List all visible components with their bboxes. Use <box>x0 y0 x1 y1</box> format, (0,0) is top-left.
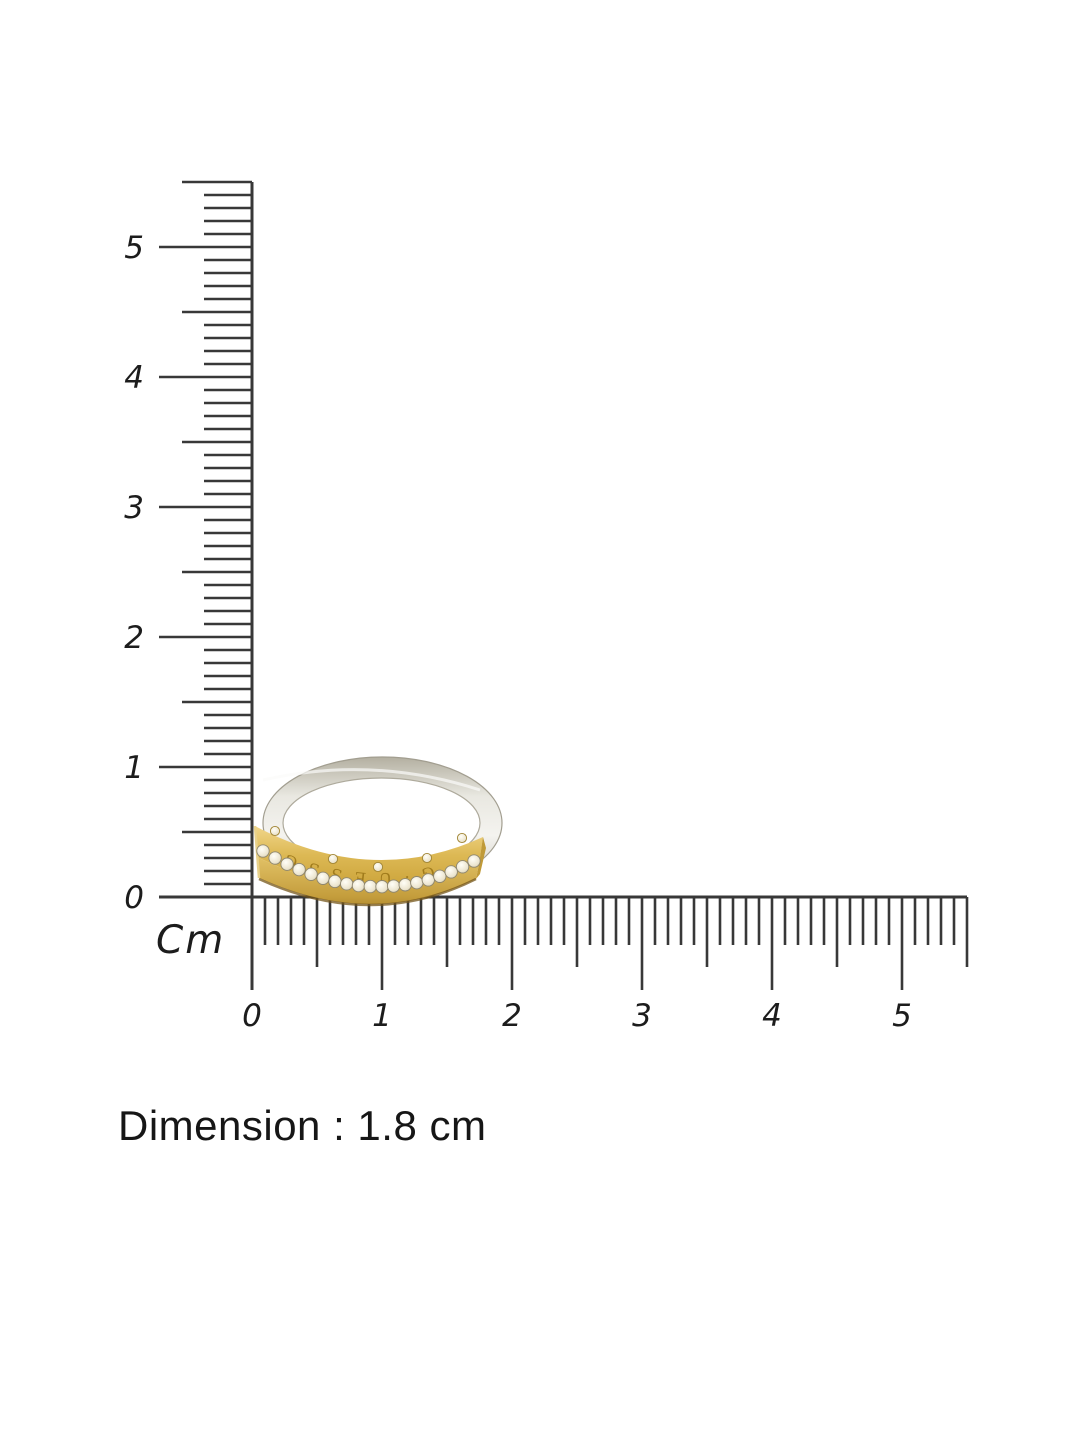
horizontal-ruler: 0 1 2 3 4 5 <box>159 895 969 1034</box>
horizontal-ruler-label-3: 3 <box>632 998 652 1034</box>
pave-stone <box>363 879 377 894</box>
vertical-ruler-label-0: 0 <box>124 880 144 916</box>
pave-stone <box>328 874 342 889</box>
pave-stone <box>268 851 282 865</box>
pave-stone <box>304 867 318 881</box>
horizontal-ruler-label-5: 5 <box>892 998 912 1034</box>
gold-bar-right-cap <box>476 837 486 879</box>
horizontal-ruler-label-1: 1 <box>372 998 392 1034</box>
top-stone <box>269 825 281 837</box>
pave-stone <box>375 880 389 894</box>
pave-stone <box>256 844 270 858</box>
horizontal-ruler-label-4: 4 <box>762 998 782 1034</box>
gold-bar-bottom-edge <box>258 877 477 907</box>
unit-label: Cm <box>156 918 225 963</box>
ring-photo: GSSEU·G <box>253 756 503 907</box>
pave-stone <box>444 865 458 879</box>
top-face-stones <box>269 825 468 873</box>
vertical-ruler-label-2: 2 <box>124 620 144 656</box>
vertical-ruler-label-1: 1 <box>124 750 144 786</box>
horizontal-ruler-label-0: 0 <box>242 998 262 1034</box>
pave-stone <box>292 862 306 877</box>
pave-stone <box>398 878 412 892</box>
top-stone <box>421 852 433 864</box>
pave-stone <box>280 857 294 871</box>
pave-stone <box>316 871 330 885</box>
pave-stone-row <box>256 844 481 894</box>
pave-stone <box>351 878 366 893</box>
band-highlight <box>262 768 481 792</box>
vertical-ruler-label-5: 5 <box>124 230 144 266</box>
vertical-ruler: 0 1 2 3 4 5 <box>124 180 254 990</box>
top-stone <box>456 832 468 844</box>
horizontal-ruler-label-2: 2 <box>502 998 522 1034</box>
top-stone <box>372 861 384 873</box>
pave-stone <box>410 876 424 890</box>
pave-stone <box>455 860 470 874</box>
vertical-ruler-label-4: 4 <box>124 360 144 396</box>
gold-bar-front-face <box>257 857 479 905</box>
vertical-ruler-label-3: 3 <box>124 490 144 526</box>
pave-stone <box>421 873 435 887</box>
pave-stone <box>433 869 447 883</box>
top-stone <box>327 853 339 865</box>
pave-stone <box>386 879 401 893</box>
pave-stone <box>340 877 354 891</box>
pave-stone <box>467 854 481 868</box>
dimension-caption: Dimension : 1.8 cm <box>118 1102 487 1149</box>
